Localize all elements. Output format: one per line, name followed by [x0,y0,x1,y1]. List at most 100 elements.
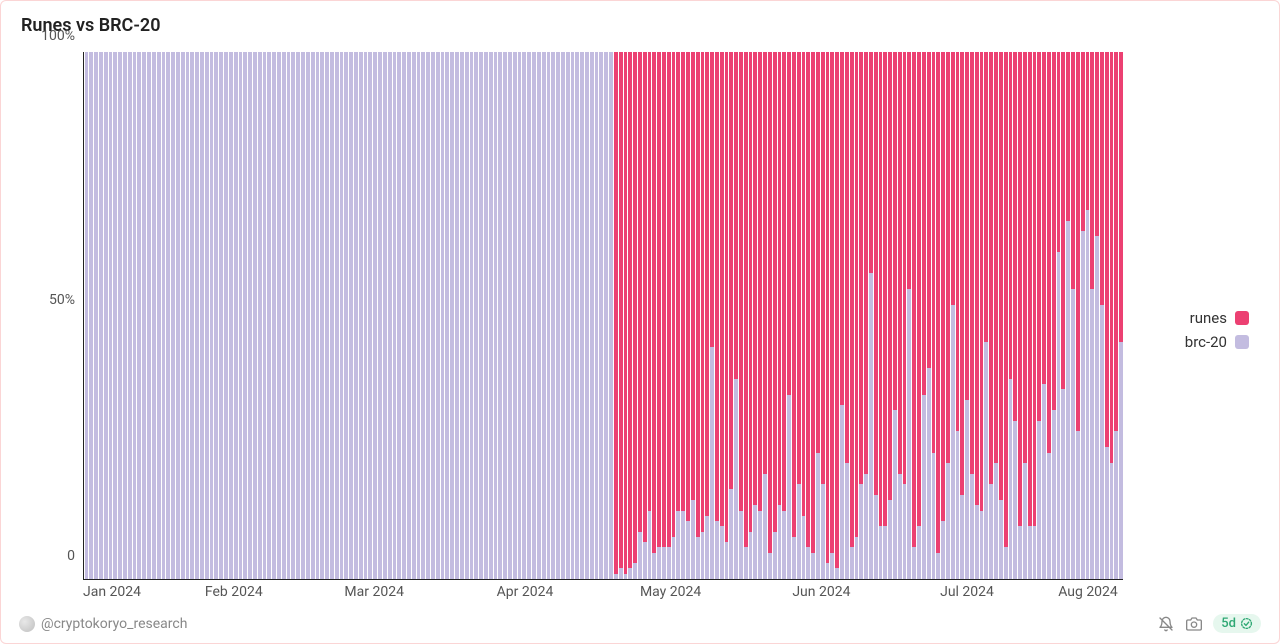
bar-segment-brc20 [1076,431,1080,579]
camera-icon[interactable] [1185,615,1203,633]
bar-segment-brc20 [263,52,267,579]
bar-segment-brc20 [734,379,738,579]
bar-segment-runes [1090,52,1094,289]
bar-segment-brc20 [89,52,93,579]
bar-segment-brc20 [431,52,435,579]
bar-segment-runes [1023,52,1027,463]
bar-segment-brc20 [758,511,762,580]
bar-segment-runes [864,52,868,474]
bar-segment-brc20 [147,52,151,579]
bar-segment-brc20 [912,547,916,579]
bar-segment-brc20 [200,52,204,579]
bar-segment-brc20 [652,553,656,579]
bar-segment-brc20 [551,52,555,579]
bar-segment-brc20 [1090,289,1094,579]
bar-segment-brc20 [296,52,300,579]
bar-segment-brc20 [210,52,214,579]
bar-segment-brc20 [811,553,815,579]
bar-segment-brc20 [1105,447,1109,579]
bell-off-icon[interactable] [1157,615,1175,633]
bar-segment-runes [912,52,916,547]
bar-segment-brc20 [739,511,743,580]
bar-segment-brc20 [1013,421,1017,579]
bar-segment-brc20 [354,52,358,579]
bar-segment-brc20 [94,52,98,579]
bar-segment-brc20 [1100,305,1104,579]
bar-segment-brc20 [907,289,911,579]
bar-segment-brc20 [522,52,526,579]
bar-segment-brc20 [243,52,247,579]
bar-segment-runes [840,52,844,405]
bar-segment-brc20 [705,516,709,579]
bar-segment-runes [792,52,796,537]
bar-segment-runes [1057,52,1061,252]
bar-segment-brc20 [368,52,372,579]
bar-segment-runes [1081,52,1085,231]
bar-segment-brc20 [951,305,955,579]
bar-segment-brc20 [547,52,551,579]
legend-item[interactable]: brc-20 [1185,333,1249,351]
bar-segment-brc20 [941,521,945,579]
bar-segment-brc20 [595,52,599,579]
bar-segment-brc20 [157,52,161,579]
bar-segment-runes [941,52,945,521]
bar-segment-brc20 [402,52,406,579]
bar-segment-brc20 [667,547,671,579]
bar-segment-runes [662,52,666,547]
bar-segment-runes [893,52,897,410]
bar-segment-runes [1110,52,1114,463]
bar-segment-brc20 [518,52,522,579]
bar-segment-brc20 [181,52,185,579]
bar-segment-brc20 [325,52,329,579]
data-age-badge[interactable]: 5d [1213,614,1261,633]
bar-segment-brc20 [498,52,502,579]
bar-segment-brc20 [710,347,714,579]
bar-segment-brc20 [965,400,969,579]
bar-segment-brc20 [970,474,974,579]
bar-segment-brc20 [450,52,454,579]
bar-segment-brc20 [301,52,305,579]
bar-segment-runes [744,52,748,547]
bar-segment-runes [1066,52,1070,221]
bar-segment-runes [821,52,825,484]
bar-segment-brc20 [320,52,324,579]
bar-segment-runes [922,52,926,395]
bar-segment-brc20 [956,431,960,579]
bar-segment-brc20 [648,511,652,580]
bar-segment-brc20 [195,52,199,579]
bar-segment-brc20 [85,52,89,579]
bar-segment-brc20 [778,505,782,579]
bar-segment-brc20 [436,52,440,579]
bar-segment-brc20 [214,52,218,579]
x-tick-label: Feb 2024 [205,584,263,600]
legend-item[interactable]: runes [1190,309,1249,327]
bar-segment-brc20 [166,52,170,579]
bar-segment-brc20 [484,52,488,579]
bar-segment-runes [1009,52,1013,379]
bar-segment-brc20 [725,542,729,579]
bar-segment-brc20 [960,495,964,579]
legend: runes brc-20 [1123,52,1263,608]
bar-segment-brc20 [773,532,777,579]
bar-segment-runes [1100,52,1104,305]
x-tick-label: Mar 2024 [344,584,404,600]
bar-segment-runes [811,52,815,553]
bar-segment-runes [1114,52,1118,431]
bar-segment-brc20 [171,52,175,579]
bar-segment-brc20 [532,52,536,579]
bar-segment-runes [1086,52,1090,210]
bar-segment-brc20 [460,52,464,579]
bar-segment-brc20 [609,52,613,579]
attribution[interactable]: @cryptokoryo_research [19,616,187,632]
bar-segment-brc20 [229,52,233,579]
bar-segment-runes [725,52,729,542]
bar-segment-runes [768,52,772,553]
bar-segment-brc20 [123,52,127,579]
bar-segment-brc20 [426,52,430,579]
bar-segment-brc20 [821,484,825,579]
bar-segment-brc20 [248,52,252,579]
bar-segment-brc20 [176,52,180,579]
x-tick-label: Aug 2024 [1058,584,1118,600]
bar-segment-brc20 [893,410,897,579]
bar-segment-runes [927,52,931,368]
